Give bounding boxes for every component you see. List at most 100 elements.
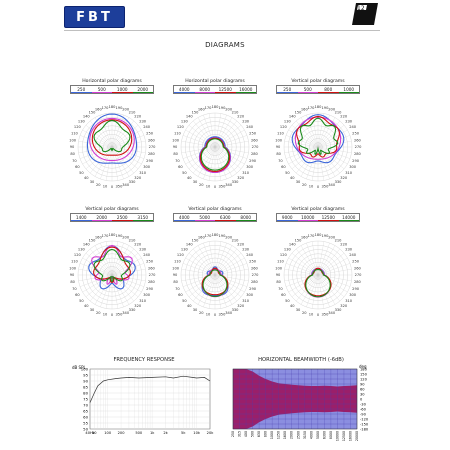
bw-x-tick: 2000	[290, 431, 294, 439]
polar-angle-label: 290	[146, 287, 154, 291]
polar-angle-label: 220	[134, 243, 142, 247]
polar-angle-label: 10	[206, 313, 211, 317]
legend-freq: 800	[318, 86, 339, 93]
polar-angle-label: 310	[139, 299, 147, 303]
polar-angle-label: 280	[251, 152, 259, 156]
polar-angle-label: 190	[116, 234, 124, 238]
polar-angle-label: 110	[174, 260, 182, 264]
polar-angle-label: 130	[181, 247, 189, 251]
polar-angle-label: 30	[296, 180, 301, 184]
polar-angle-label: 190	[322, 234, 330, 238]
polar-angle-label: 130	[78, 247, 86, 251]
bw-y-tick: 90	[360, 382, 365, 386]
polar-angle-label: 240	[143, 253, 151, 257]
polar-angle-label: 0	[111, 185, 114, 189]
polar-angle-label: 170	[102, 234, 110, 238]
polar-angle-label: 230	[345, 247, 353, 251]
bw-x-tick: 3150	[303, 431, 307, 439]
polar-angle-label: 210	[232, 111, 240, 115]
polar-angle-label: 260	[148, 138, 156, 142]
polar-angle-label: 100	[275, 138, 283, 142]
polar-series-14000	[305, 269, 331, 298]
polar-diagram-2: Horizontal polar diagrams 4000 8000 12500 16…	[165, 79, 265, 195]
legend-freq: 1000	[338, 86, 359, 93]
polar-angle-label: 120	[177, 125, 185, 129]
polar-angle-label: 340	[225, 311, 233, 315]
polar-angle-label: 20	[302, 183, 307, 187]
polar-angle-label: 70	[175, 159, 180, 163]
polar-angle-label: 340	[328, 311, 336, 315]
fr-y-tick: 60	[83, 414, 88, 419]
polar-angle-label: 330	[335, 180, 343, 184]
polar-legend: 250 500 1000 2000	[70, 85, 154, 94]
polar-angle-label: 70	[72, 159, 77, 163]
bw-y-unit: deg	[359, 364, 367, 369]
polar-angle-label: 60	[178, 165, 183, 169]
bw-x-tick: 20000	[355, 431, 359, 441]
polar-diagram-title: Vertical polar diagrams	[85, 207, 139, 212]
legend-freq: 250	[277, 86, 298, 93]
polar-angle-label: 140	[289, 243, 297, 247]
polar-angle-label: 230	[345, 119, 353, 123]
polar-series-1000	[297, 117, 339, 156]
polar-angle-label: 320	[134, 176, 142, 180]
polar-angle-label: 0	[214, 313, 217, 317]
polar-angle-label: 330	[335, 308, 343, 312]
fr-y-tick: 95	[83, 372, 88, 377]
legend-freq: 2000	[132, 86, 153, 93]
polar-angle-label: 10	[206, 185, 211, 189]
polar-angle-label: 50	[182, 299, 187, 303]
polar-angle-label: 40	[187, 176, 192, 180]
polar-angle-label: 90	[276, 145, 281, 149]
polar-angle-label: 300	[349, 165, 357, 169]
polar-angle-label: 200	[225, 108, 233, 112]
beamwidth-title: HORIZONTAL BEAMWIDTH (-6dB)	[258, 357, 344, 363]
polar-angle-label: 350	[219, 185, 227, 189]
polar-plot: 180 190 2002102202302402502602702802903003…	[275, 105, 362, 189]
bw-x-tick: 12500	[342, 431, 346, 441]
polar-angle-label: 120	[74, 125, 82, 129]
polar-angle-label: 250	[146, 132, 154, 136]
model-badge: 12	[352, 3, 378, 25]
polar-angle-label: 0	[111, 313, 114, 317]
polar-angle-label: 320	[340, 176, 348, 180]
polar-angle-label: 330	[232, 180, 240, 184]
polar-angle-label: 300	[143, 293, 151, 297]
bw-y-tick: -150	[360, 422, 369, 426]
polar-diagram-title: Vertical polar diagrams	[291, 79, 345, 84]
polar-angle-label: 250	[249, 260, 257, 264]
polar-angle-label: 230	[139, 119, 147, 123]
polar-series-250	[86, 113, 138, 164]
polar-angle-label: 40	[290, 304, 295, 308]
polar-diagram-3: Vertical polar diagrams 250 500 800 1000 180 1…	[268, 79, 368, 195]
bw-x-tick: 4000	[309, 431, 313, 439]
polar-angle-label: 150	[295, 111, 303, 115]
polar-angle-label: 270	[355, 273, 363, 277]
polar-angle-label: 240	[349, 253, 357, 257]
polar-angle-label: 260	[354, 266, 362, 270]
fr-x-tick: 10k	[193, 431, 201, 435]
fr-x-tick: 5k	[181, 431, 186, 435]
polar-angle-label: 260	[251, 266, 259, 270]
polar-angle-label: 170	[308, 234, 316, 238]
polar-angle-label: 190	[219, 234, 227, 238]
polar-angle-label: 320	[134, 304, 142, 308]
legend-freq: 4000	[174, 214, 195, 221]
polar-angle-label: 80	[70, 280, 75, 284]
polar-diagram-title: Vertical polar diagrams	[188, 207, 242, 212]
fr-y-tick: 85	[83, 384, 88, 389]
legend-freq: 6300	[215, 214, 236, 221]
polar-series-1400	[88, 245, 136, 290]
bw-y-tick: -90	[360, 412, 367, 416]
polar-series-1000	[91, 119, 133, 156]
polar-angle-label: 140	[186, 243, 194, 247]
polar-angle-label: 0	[317, 313, 320, 317]
polar-angle-label: 110	[277, 132, 285, 136]
polar-series-800	[296, 115, 340, 158]
polar-angle-label: 150	[192, 111, 200, 115]
polar-plot: 180 190 2002102202302402502602702802903003…	[275, 233, 363, 317]
polar-angle-label: 90	[70, 273, 75, 277]
polar-angle-label: 260	[251, 138, 259, 142]
fr-y-tick: 100	[81, 366, 89, 371]
